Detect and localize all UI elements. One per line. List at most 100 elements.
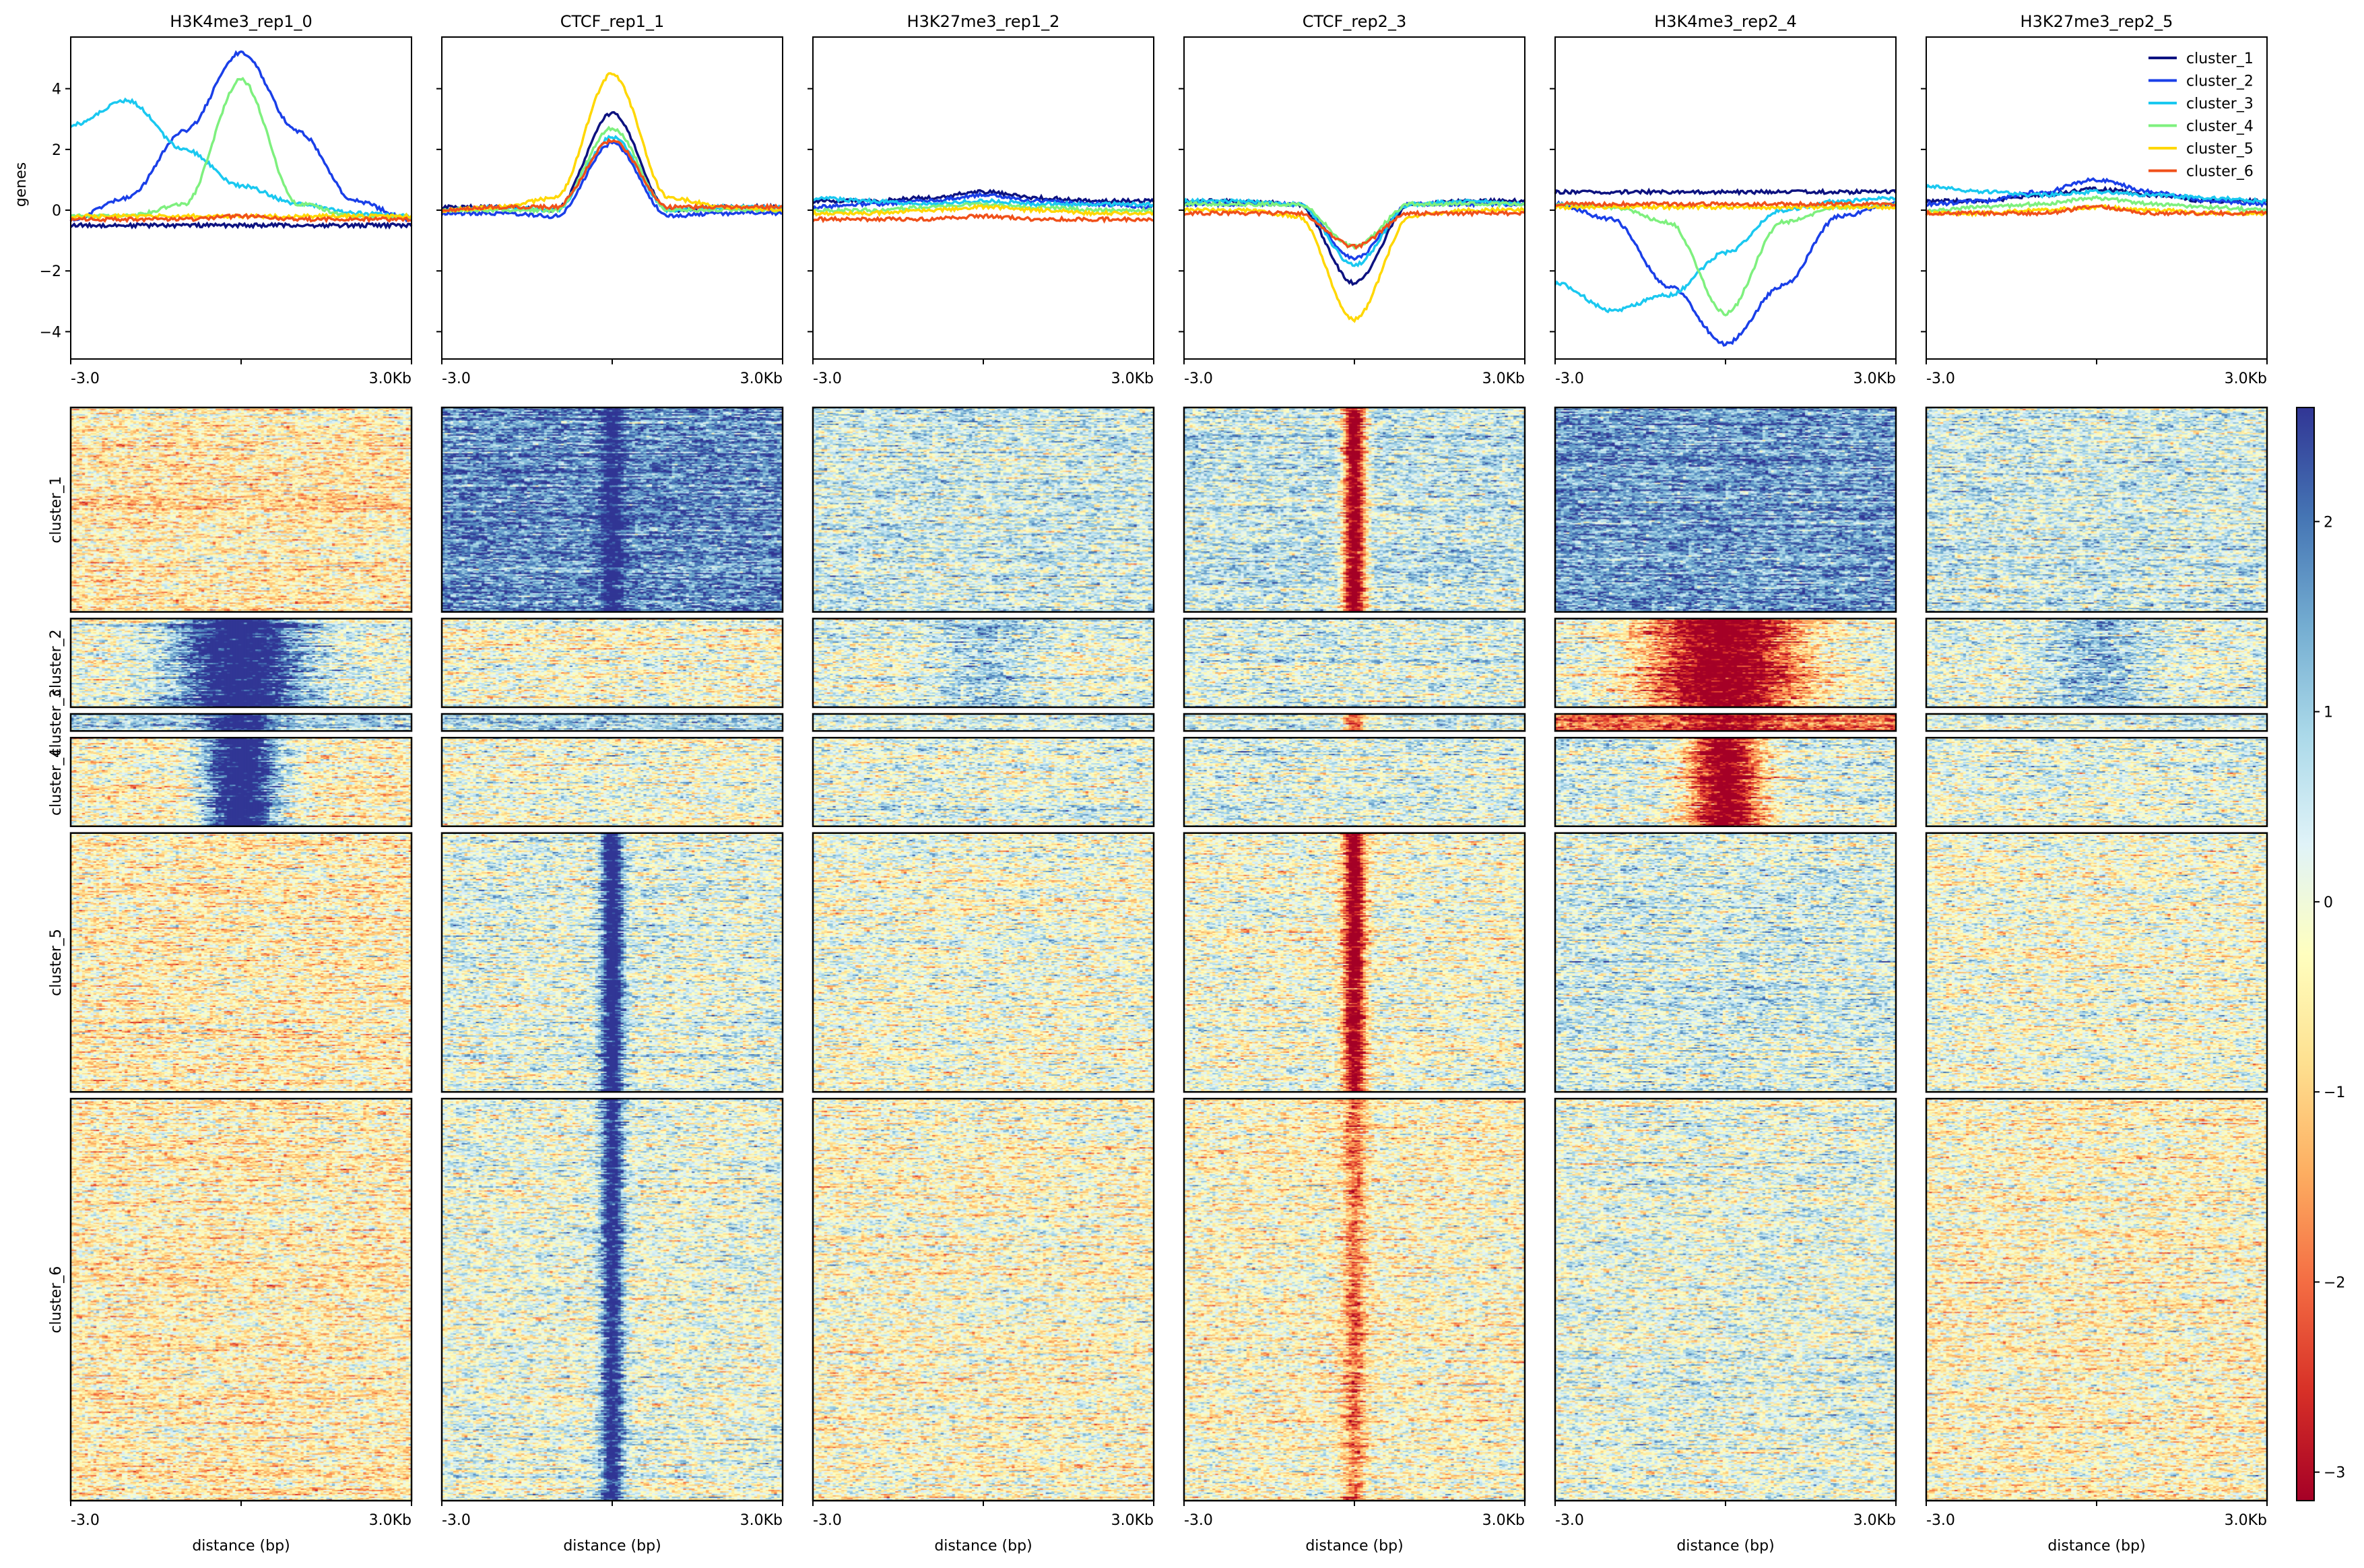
heatmap-frame-cluster_5-3 xyxy=(1183,832,1526,1093)
profile-title-3: CTCF_rep2_3 xyxy=(1303,12,1406,31)
heatmap-frame-cluster_5-2 xyxy=(812,832,1155,1093)
heatmap-cell-cluster_5-3 xyxy=(1184,832,1525,1092)
heatmap-frame-cluster_5-4 xyxy=(1554,832,1897,1093)
profile-xtick-label-left-5: -3.0 xyxy=(1926,370,1955,387)
heatmap-cell-cluster_2-0 xyxy=(71,618,412,707)
profile-title-4: H3K4me3_rep2_4 xyxy=(1654,12,1797,31)
heatmap-xtick-label-left-1: -3.0 xyxy=(442,1512,471,1529)
profile-xtick-label-left-4: -3.0 xyxy=(1555,370,1584,387)
heatmap-cell-cluster_3-4 xyxy=(1555,713,1896,731)
heatmap-frame-cluster_4-3 xyxy=(1183,737,1526,828)
heatmap-xtick-label-left-0: -3.0 xyxy=(71,1512,100,1529)
profile-title-2: H3K27me3_rep1_2 xyxy=(907,12,1060,31)
heatmap-frame-cluster_1-5 xyxy=(1925,406,2268,613)
heatmap-cell-cluster_6-4 xyxy=(1555,1099,1896,1501)
legend-label-cluster_2: cluster_2 xyxy=(2186,73,2254,90)
legend-label-cluster_3: cluster_3 xyxy=(2186,96,2254,112)
profile-line-cluster_6 xyxy=(812,213,1154,224)
legend-label-cluster_6: cluster_6 xyxy=(2186,164,2254,181)
heatmap-cell-cluster_6-2 xyxy=(813,1099,1154,1501)
heatmap-frame-cluster_3-3 xyxy=(1183,713,1526,732)
heatmap-cell-cluster_5-4 xyxy=(1555,832,1896,1092)
heatmap-cell-cluster_5-0 xyxy=(71,832,412,1092)
colorbar-tick-label-1: −2 xyxy=(2324,1274,2345,1291)
heatmap-cell-cluster_2-3 xyxy=(1184,618,1525,707)
profile-xtick-label-left-0: -3.0 xyxy=(71,370,100,387)
heatmap-xtick-label-left-4: -3.0 xyxy=(1555,1512,1584,1529)
profile-panel-1 xyxy=(440,72,784,220)
profile-xtick-label-left-2: -3.0 xyxy=(813,370,842,387)
heatmap-xlabel-2: distance (bp) xyxy=(934,1538,1032,1555)
profile-xtick-label-right-1: 3.0Kb xyxy=(740,370,783,387)
heatmap-cell-cluster_4-2 xyxy=(813,738,1154,826)
profile-xtick-label-right-2: 3.0Kb xyxy=(1111,370,1154,387)
profile-ytick-label-3: 2 xyxy=(52,142,61,159)
heatmap-cell-cluster_1-4 xyxy=(1555,407,1896,612)
heatmap-cell-cluster_2-1 xyxy=(442,618,783,707)
profile-line-cluster_5 xyxy=(812,203,1155,218)
legend-label-cluster_5: cluster_5 xyxy=(2186,141,2254,158)
heatmap-xtick-label-left-2: -3.0 xyxy=(813,1512,842,1529)
heatmap-cell-cluster_5-2 xyxy=(813,832,1154,1092)
profile-line-cluster_1 xyxy=(1554,187,1897,197)
profile-line-cluster_3 xyxy=(1554,195,1897,314)
heatmap-frame-cluster_1-4 xyxy=(1554,406,1897,613)
heatmap-xtick-label-right-4: 3.0Kb xyxy=(1853,1512,1896,1529)
cluster-label-cluster_6: cluster_6 xyxy=(48,1266,65,1334)
heatmap-frame-cluster_5-1 xyxy=(440,832,784,1093)
heatmap-cell-cluster_4-3 xyxy=(1184,738,1525,826)
heatmap-cell-cluster_6-1 xyxy=(442,1099,783,1501)
heatmap-frame-cluster_1-2 xyxy=(812,406,1155,613)
profile-ylabel: genes xyxy=(13,162,30,207)
heatmap-cell-cluster_2-4 xyxy=(1555,618,1896,707)
heatmap-xlabel-5: distance (bp) xyxy=(2047,1538,2145,1555)
profile-panel-5 xyxy=(1925,176,2268,218)
profile-xtick-label-left-3: -3.0 xyxy=(1184,370,1213,387)
heatmap-frame-cluster_2-4 xyxy=(1554,618,1897,709)
profile-xtick-label-right-5: 3.0Kb xyxy=(2225,370,2267,387)
profile-line-cluster_6 xyxy=(69,213,412,224)
profile-line-cluster_6 xyxy=(440,137,783,214)
heatmap-cell-cluster_6-0 xyxy=(71,1099,412,1501)
profile-line-cluster_3 xyxy=(70,97,413,220)
heatmap-xtick-label-right-2: 3.0Kb xyxy=(1111,1512,1154,1529)
heatmap-frame-cluster_4-4 xyxy=(1554,737,1897,828)
heatmap-cell-cluster_3-0 xyxy=(71,713,412,731)
heatmap-cell-cluster_4-0 xyxy=(71,738,412,826)
heatmap-cell-cluster_1-2 xyxy=(813,407,1154,612)
heatmap-frame-cluster_2-1 xyxy=(440,618,784,709)
profile-title-5: H3K27me3_rep2_5 xyxy=(2021,12,2173,31)
profile-line-cluster_4 xyxy=(69,77,412,220)
heatmap-xtick-label-right-0: 3.0Kb xyxy=(369,1512,412,1529)
profile-line-cluster_2 xyxy=(69,50,412,223)
heatmap-frame-cluster_3-5 xyxy=(1925,713,2268,732)
profile-line-cluster_1 xyxy=(441,110,784,214)
profile-panel-3 xyxy=(1183,197,1526,323)
heatmap-cell-cluster_6-3 xyxy=(1184,1099,1525,1501)
profile-ytick-label-0: −4 xyxy=(40,324,61,341)
heatmap-frame-cluster_2-5 xyxy=(1925,618,2268,709)
profile-axes-1 xyxy=(441,36,783,360)
profile-line-cluster_6 xyxy=(1925,203,2268,218)
heatmap-cell-cluster_1-5 xyxy=(1926,407,2267,612)
heatmap-xlabel-0: distance (bp) xyxy=(192,1538,290,1555)
heatmap-cell-cluster_3-5 xyxy=(1926,713,2267,731)
profile-title-1: CTCF_rep1_1 xyxy=(560,12,664,31)
heatmap-cell-cluster_4-4 xyxy=(1555,738,1896,826)
heatmap-frame-cluster_3-0 xyxy=(69,713,413,732)
profile-panel-2 xyxy=(812,189,1155,224)
profile-line-cluster_6 xyxy=(1183,209,1525,251)
profile-xtick-label-right-3: 3.0Kb xyxy=(1482,370,1525,387)
profile-line-cluster_5 xyxy=(1183,206,1526,323)
colorbar-tick-label-3: 0 xyxy=(2324,894,2333,911)
heatmap-cell-cluster_6-5 xyxy=(1926,1099,2267,1501)
profile-axes-3 xyxy=(1183,36,1525,360)
heatmap-frame-cluster_5-0 xyxy=(69,832,413,1093)
profile-title-0: H3K4me3_rep1_0 xyxy=(170,12,313,31)
heatmap-cell-cluster_4-1 xyxy=(442,738,783,826)
colorbar-tick-label-4: 1 xyxy=(2324,705,2333,721)
heatmap-cell-cluster_5-5 xyxy=(1926,832,2267,1092)
cluster-label-cluster_1: cluster_1 xyxy=(48,476,65,544)
heatmap-cell-cluster_4-5 xyxy=(1926,738,2267,826)
